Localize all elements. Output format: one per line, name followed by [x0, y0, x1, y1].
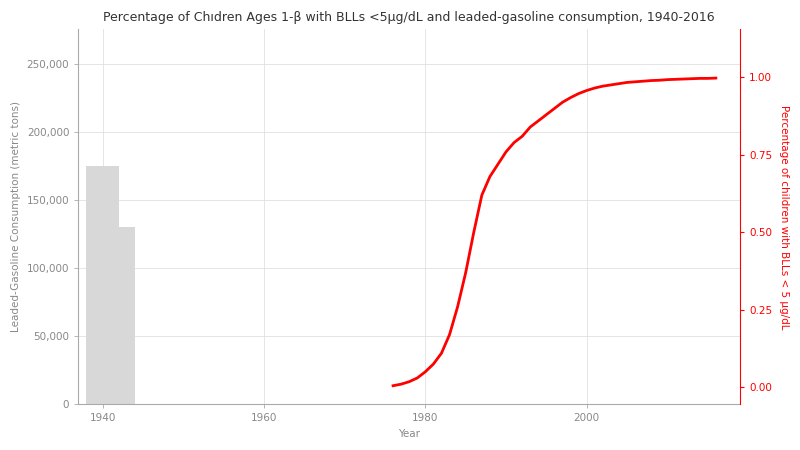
- Bar: [86, 166, 118, 404]
- Y-axis label: Leaded-Gasoline Consumption (metric tons): Leaded-Gasoline Consumption (metric tons…: [11, 101, 21, 333]
- Bar: [102, 227, 135, 404]
- Y-axis label: Percentage of children with BLLs < 5 μg/dL: Percentage of children with BLLs < 5 μg/…: [779, 105, 789, 329]
- X-axis label: Year: Year: [398, 429, 420, 439]
- Title: Percentage of Chıdren Ages 1-β with BLLs <5μg/dL and leaded-gasoline consumption: Percentage of Chıdren Ages 1-β with BLLs…: [103, 11, 715, 24]
